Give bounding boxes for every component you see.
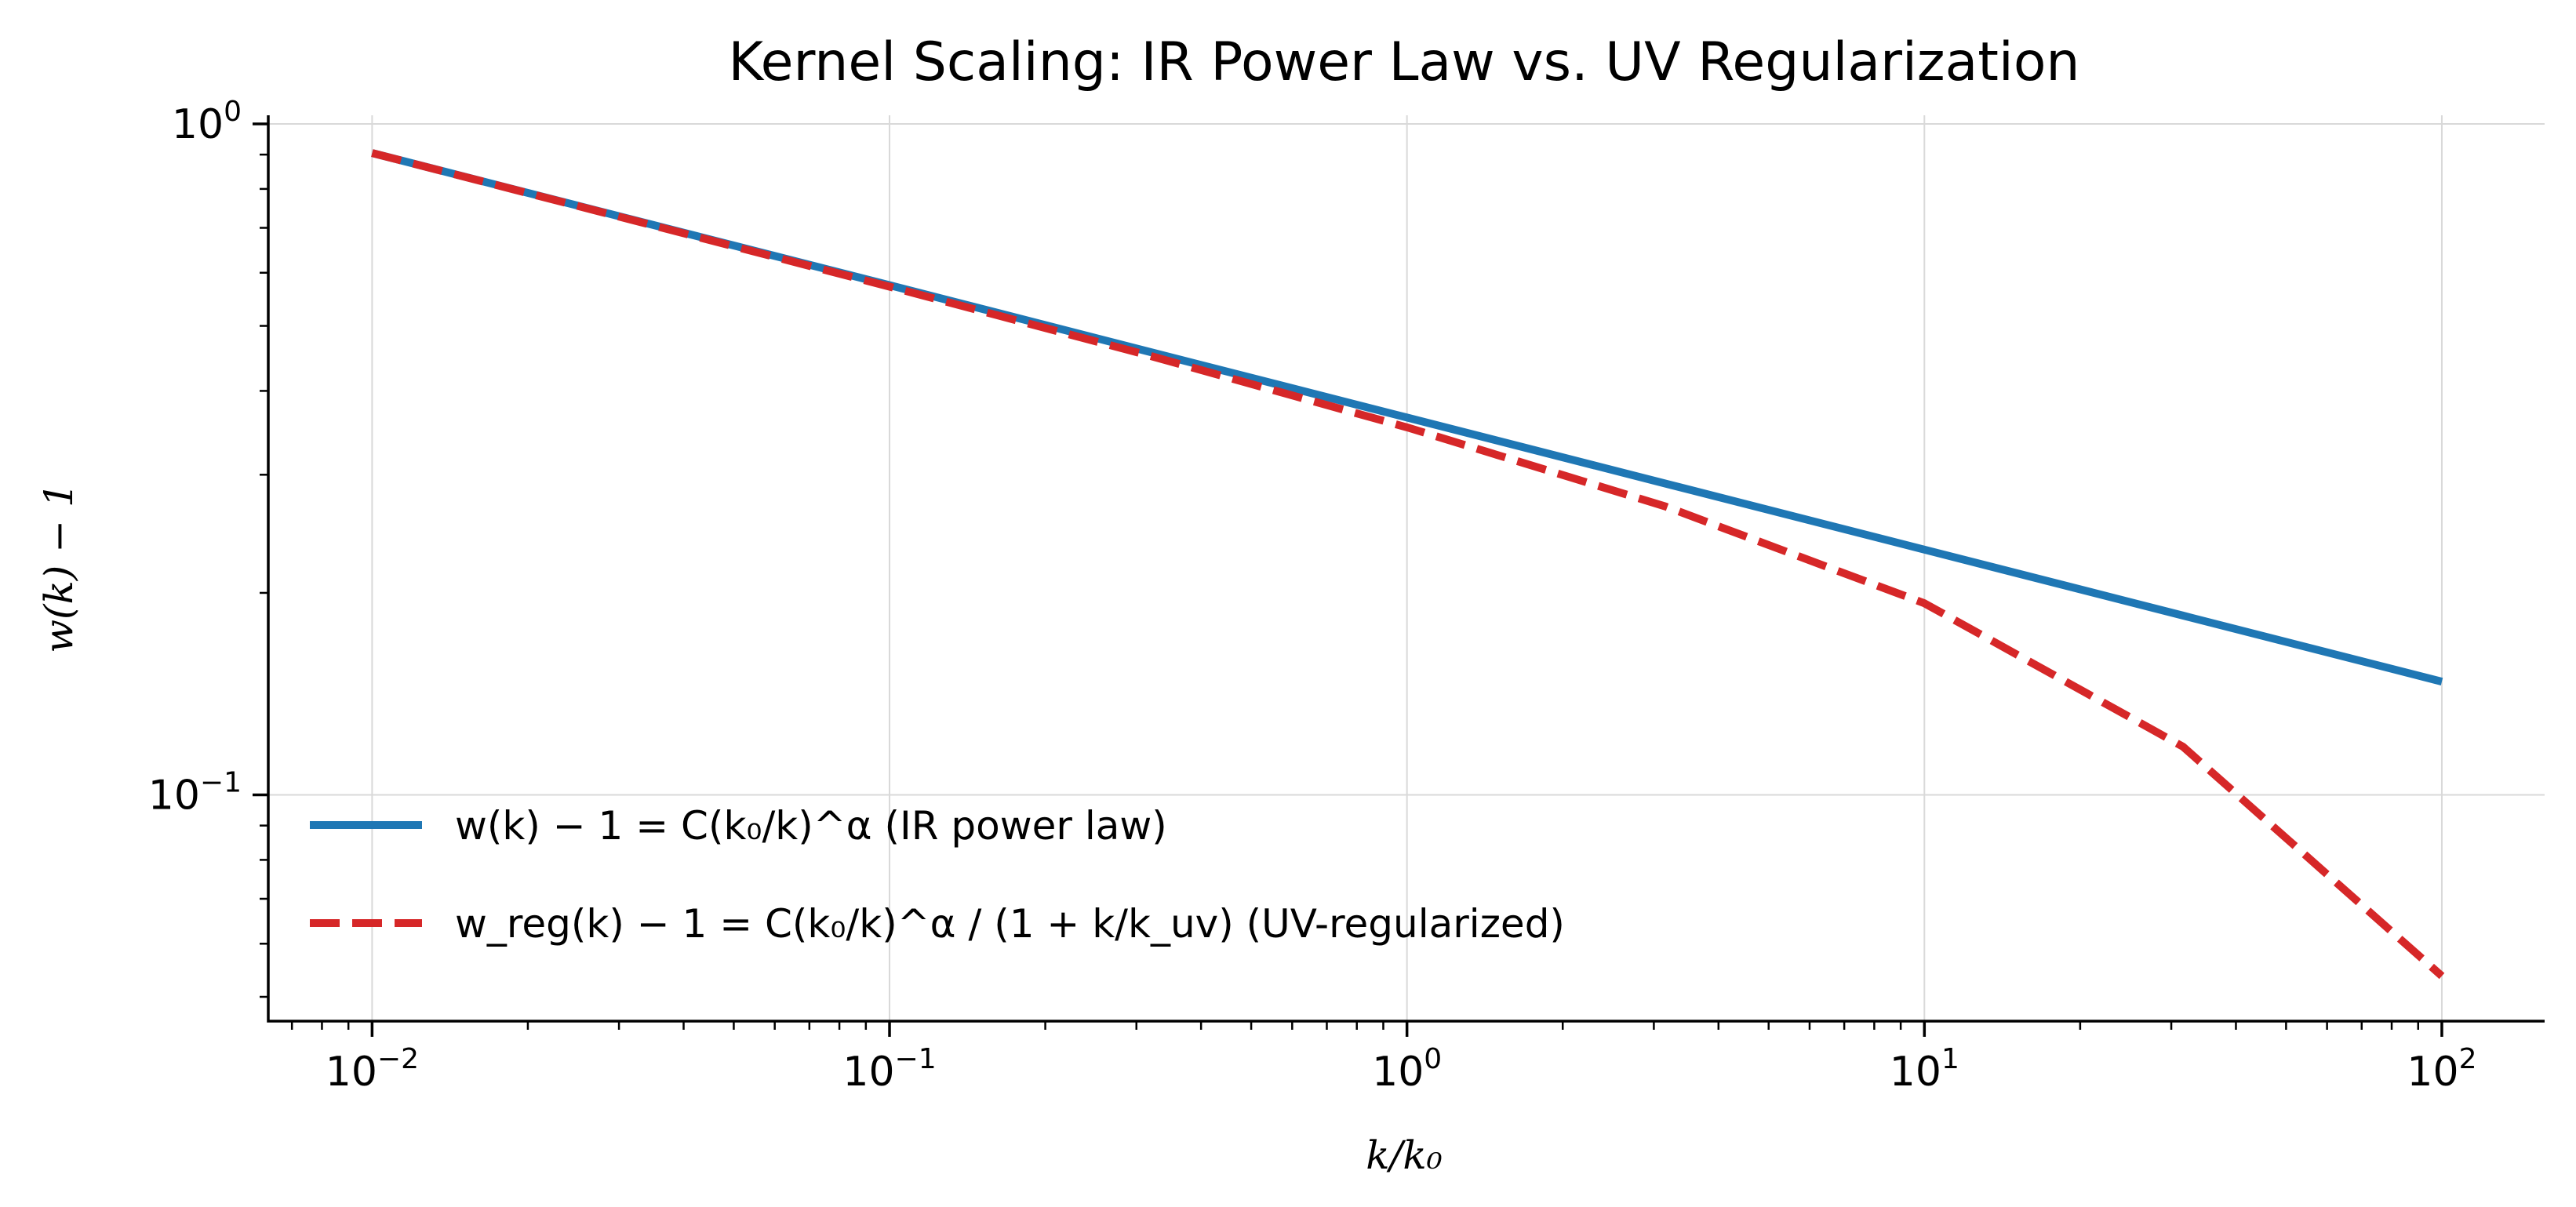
x-tick-base: 10 [2407, 1049, 2458, 1096]
grid [268, 115, 2545, 1021]
x-tick-base: 10 [326, 1049, 377, 1096]
x-tick-label: 10−2 [326, 1043, 419, 1096]
y-axis-label-text: w(k) − 1 [36, 482, 82, 653]
y-tick-exponent: −1 [200, 766, 242, 798]
series-lines [371, 149, 2445, 980]
x-tick-base: 10 [1372, 1049, 1424, 1096]
legend-label-uv: w_reg(k) − 1 = C(k₀/k)^α / (1 + k/k_uv) … [455, 901, 1565, 947]
y-tick-label: 10−1 [148, 766, 242, 819]
x-tick-base: 10 [1890, 1049, 1941, 1096]
legend-label-uv-text: w_reg(k) − 1 = C(k₀/k)^α / (1 + k/k_uv) … [455, 901, 1565, 947]
series-line-uv-regularized [371, 149, 2445, 980]
y-tick-base: 10 [148, 772, 200, 819]
x-tick-label: 10−1 [842, 1043, 936, 1096]
x-tick-exponent: −2 [377, 1043, 419, 1075]
x-tick-exponent: 1 [1941, 1043, 1959, 1075]
y-axis-label: w(k) − 1 [36, 482, 82, 653]
y-tick-base: 10 [172, 101, 224, 148]
axes-spines [267, 115, 2545, 1023]
chart-title: Kernel Scaling: IR Power Law vs. UV Regu… [728, 31, 2079, 93]
x-tick-exponent: 2 [2459, 1043, 2477, 1075]
x-axis-label-text: k/k₀ [1366, 1132, 1443, 1178]
legend-label-ir: w(k) − 1 = C(k₀/k)^α (IR power law) [455, 803, 1167, 849]
y-tick-exponent: 0 [224, 96, 242, 128]
x-tick-exponent: 0 [1424, 1043, 1442, 1075]
x-axis-label: k/k₀ [1366, 1132, 1443, 1178]
x-tick-exponent: −1 [895, 1043, 937, 1075]
x-tick-label: 101 [1890, 1043, 1959, 1096]
x-tick-label: 100 [1372, 1043, 1442, 1096]
y-tick-label: 100 [172, 96, 242, 148]
x-tick-base: 10 [842, 1049, 894, 1096]
x-tick-label: 102 [2407, 1043, 2476, 1096]
legend-label-ir-text: w(k) − 1 = C(k₀/k)^α (IR power law) [455, 803, 1167, 849]
legend: w(k) − 1 = C(k₀/k)^α (IR power law) w_re… [310, 803, 1565, 947]
